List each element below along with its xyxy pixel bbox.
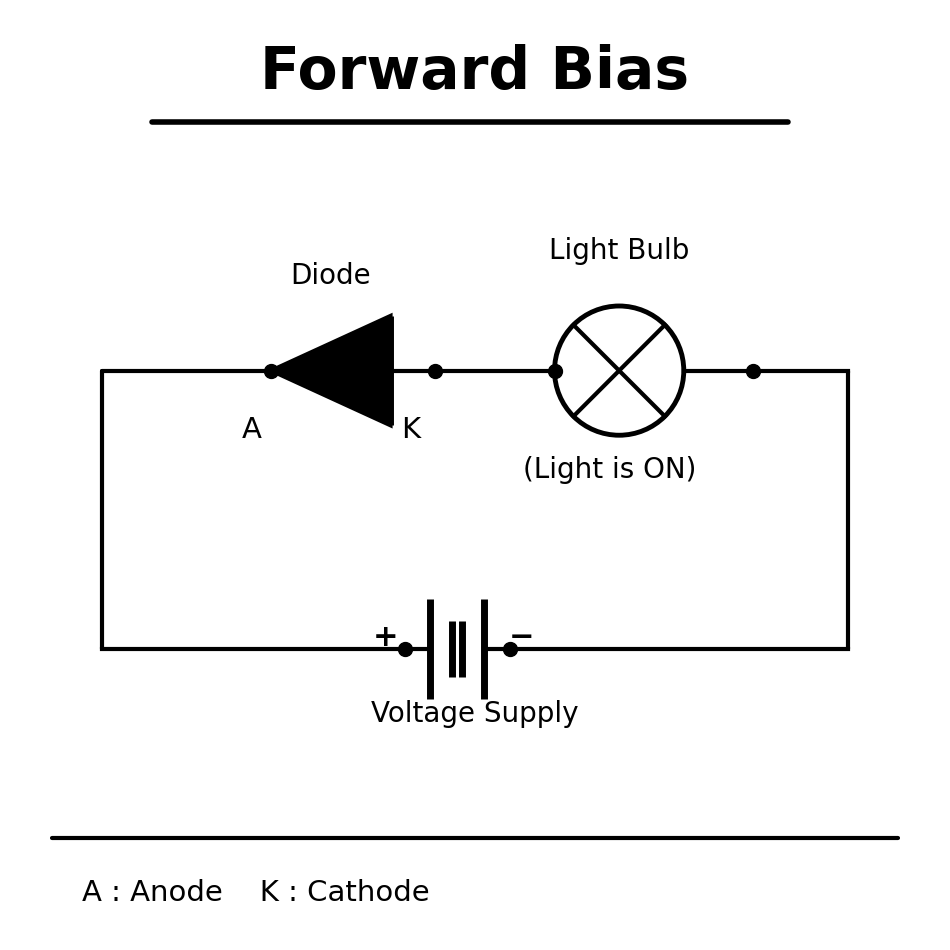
Text: A : Anode    K : Cathode: A : Anode K : Cathode <box>83 879 430 906</box>
Text: (Light is ON): (Light is ON) <box>522 456 696 484</box>
Text: +: + <box>372 622 398 652</box>
Polygon shape <box>271 316 390 426</box>
Text: Voltage Supply: Voltage Supply <box>371 699 579 728</box>
Text: Forward Bias: Forward Bias <box>260 44 690 101</box>
Text: Diode: Diode <box>291 262 371 290</box>
Text: Light Bulb: Light Bulb <box>549 238 690 265</box>
Text: K: K <box>401 416 420 445</box>
Text: A: A <box>241 416 261 445</box>
Text: −: − <box>509 622 535 652</box>
